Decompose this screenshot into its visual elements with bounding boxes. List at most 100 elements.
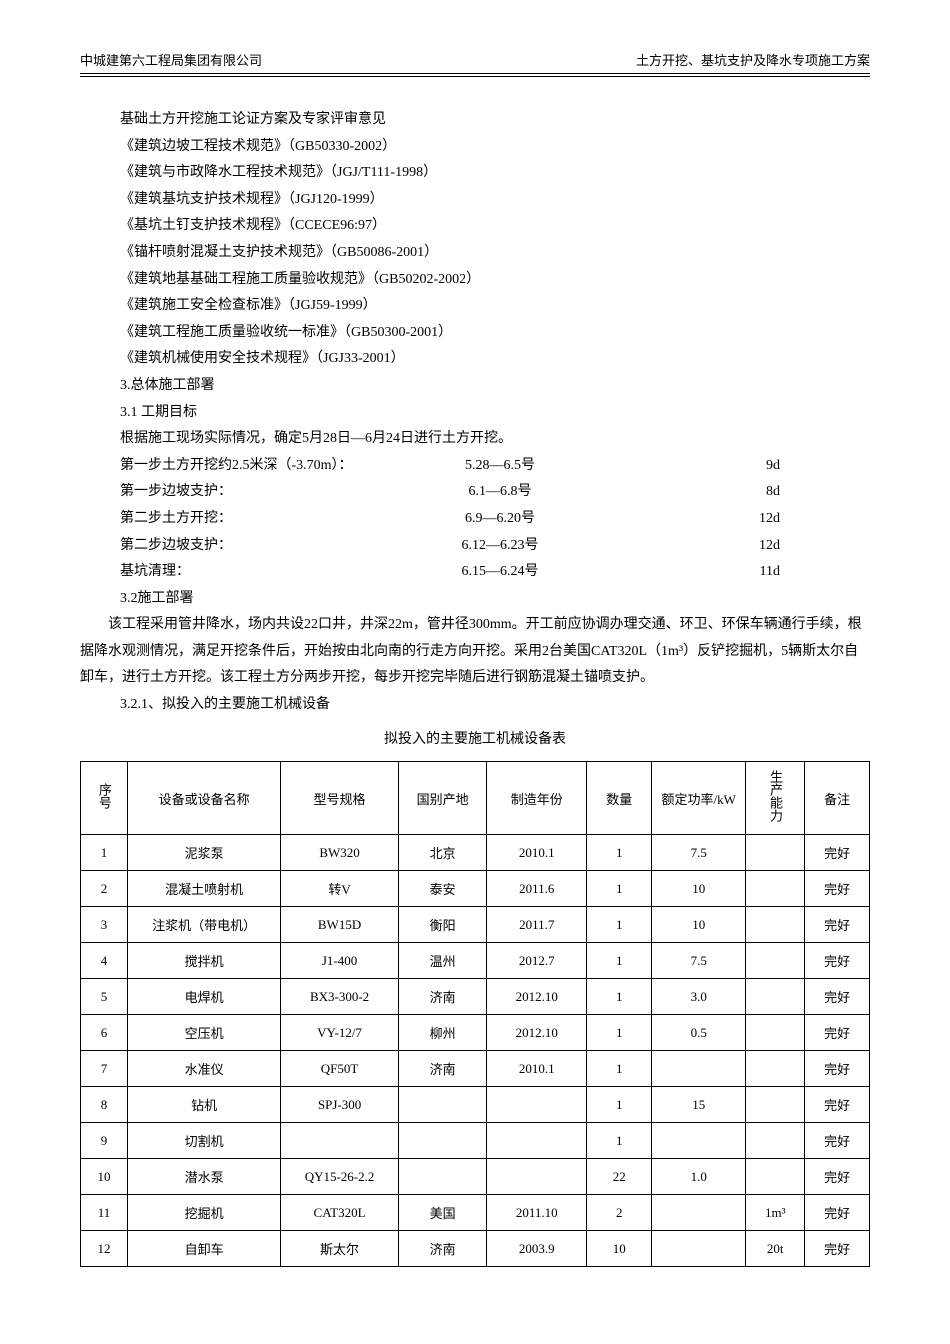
- td-power: [652, 1195, 746, 1231]
- td-qty: 1: [587, 979, 652, 1015]
- th-cap: 生产能力: [746, 762, 805, 835]
- td-power: 0.5: [652, 1015, 746, 1051]
- section-3: 3.总体施工部署: [80, 373, 870, 400]
- td-year: 2012.10: [487, 1015, 587, 1051]
- reference-item: 《基坑土钉支护技术规程》（CCECE96:97）: [80, 213, 870, 240]
- td-seq: 10: [81, 1159, 128, 1195]
- td-origin: 衡阳: [398, 907, 486, 943]
- td-seq: 9: [81, 1123, 128, 1159]
- table-title: 拟投入的主要施工机械设备表: [80, 727, 870, 754]
- td-seq: 11: [81, 1195, 128, 1231]
- td-name: 钻机: [128, 1087, 281, 1123]
- td-remark: 完好: [805, 1195, 870, 1231]
- schedule-label: 第一步土方开挖约2.5米深（-3.70m）：: [80, 453, 370, 480]
- table-row: 12自卸车斯太尔济南2003.91020t完好: [81, 1231, 870, 1267]
- td-remark: 完好: [805, 1231, 870, 1267]
- section-3-2-1: 3.2.1、拟投入的主要施工机械设备: [80, 692, 870, 719]
- table-row: 7水准仪QF50T济南2010.11完好: [81, 1051, 870, 1087]
- td-qty: 1: [587, 1051, 652, 1087]
- td-power: 1.0: [652, 1159, 746, 1195]
- td-remark: 完好: [805, 1051, 870, 1087]
- td-model: VY-12/7: [281, 1015, 399, 1051]
- td-seq: 3: [81, 907, 128, 943]
- th-origin: 国别产地: [398, 762, 486, 835]
- schedule-row: 第二步土方开挖： 6.9—6.20号 12d: [80, 506, 870, 533]
- td-model: 斯太尔: [281, 1231, 399, 1267]
- reference-item: 基础土方开挖施工论证方案及专家评审意见: [80, 107, 870, 134]
- td-seq: 7: [81, 1051, 128, 1087]
- para-3-2: 该工程采用管井降水，场内共设22口井，井深22m，管井径300mm。开工前应协调…: [80, 612, 870, 692]
- td-cap: [746, 835, 805, 871]
- td-name: 搅拌机: [128, 943, 281, 979]
- td-name: 空压机: [128, 1015, 281, 1051]
- schedule-row: 基坑清理： 6.15—6.24号 11d: [80, 559, 870, 586]
- td-name: 混凝土喷射机: [128, 871, 281, 907]
- td-seq: 2: [81, 871, 128, 907]
- td-remark: 完好: [805, 871, 870, 907]
- td-power: [652, 1051, 746, 1087]
- td-model: BX3-300-2: [281, 979, 399, 1015]
- td-qty: 1: [587, 1123, 652, 1159]
- td-seq: 4: [81, 943, 128, 979]
- td-year: 2012.10: [487, 979, 587, 1015]
- th-remark: 备注: [805, 762, 870, 835]
- td-origin: 柳州: [398, 1015, 486, 1051]
- td-model: [281, 1123, 399, 1159]
- td-year: 2011.10: [487, 1195, 587, 1231]
- td-year: [487, 1087, 587, 1123]
- td-remark: 完好: [805, 1087, 870, 1123]
- schedule-days: 12d: [630, 533, 810, 560]
- reference-item: 《建筑与市政降水工程技术规范》（JGJ/T111-1998）: [80, 160, 870, 187]
- reference-item: 《建筑施工安全检查标准》（JGJ59-1999）: [80, 293, 870, 320]
- reference-item: 《建筑地基基础工程施工质量验收规范》（GB50202-2002）: [80, 267, 870, 294]
- td-power: 10: [652, 871, 746, 907]
- td-qty: 1: [587, 907, 652, 943]
- td-seq: 1: [81, 835, 128, 871]
- schedule-row: 第一步边坡支护： 6.1—6.8号 8d: [80, 479, 870, 506]
- reference-item: 《建筑机械使用安全技术规程》（JGJ33-2001）: [80, 346, 870, 373]
- equipment-table: 序号 设备或设备名称 型号规格 国别产地 制造年份 数量 额定功率/kW 生产能…: [80, 761, 870, 1267]
- td-power: 7.5: [652, 835, 746, 871]
- table-body: 1泥浆泵BW320北京2010.117.5完好2混凝土喷射机转V泰安2011.6…: [81, 835, 870, 1267]
- td-name: 水准仪: [128, 1051, 281, 1087]
- td-seq: 8: [81, 1087, 128, 1123]
- td-origin: 美国: [398, 1195, 486, 1231]
- td-seq: 12: [81, 1231, 128, 1267]
- td-power: 10: [652, 907, 746, 943]
- td-model: J1-400: [281, 943, 399, 979]
- table-header-row: 序号 设备或设备名称 型号规格 国别产地 制造年份 数量 额定功率/kW 生产能…: [81, 762, 870, 835]
- th-qty: 数量: [587, 762, 652, 835]
- schedule-label: 第二步边坡支护：: [80, 533, 370, 560]
- td-cap: [746, 907, 805, 943]
- td-model: QY15-26-2.2: [281, 1159, 399, 1195]
- table-row: 6空压机VY-12/7柳州2012.1010.5完好: [81, 1015, 870, 1051]
- td-model: BW15D: [281, 907, 399, 943]
- td-cap: [746, 979, 805, 1015]
- schedule-label: 基坑清理：: [80, 559, 370, 586]
- td-year: [487, 1123, 587, 1159]
- td-cap: 1m³: [746, 1195, 805, 1231]
- td-power: 3.0: [652, 979, 746, 1015]
- td-cap: [746, 1051, 805, 1087]
- td-year: 2011.7: [487, 907, 587, 943]
- section-3-1-desc: 根据施工现场实际情况，确定5月28日—6月24日进行土方开挖。: [80, 426, 870, 453]
- td-origin: 济南: [398, 979, 486, 1015]
- td-origin: [398, 1123, 486, 1159]
- td-cap: [746, 871, 805, 907]
- reference-item: 《锚杆喷射混凝土支护技术规范》（GB50086-2001）: [80, 240, 870, 267]
- td-remark: 完好: [805, 835, 870, 871]
- table-row: 9切割机1完好: [81, 1123, 870, 1159]
- td-remark: 完好: [805, 1015, 870, 1051]
- section-3-1: 3.1 工期目标: [80, 400, 870, 427]
- td-cap: 20t: [746, 1231, 805, 1267]
- td-origin: 济南: [398, 1051, 486, 1087]
- table-row: 8钻机SPJ-300115完好: [81, 1087, 870, 1123]
- schedule-days: 9d: [630, 453, 810, 480]
- schedule-date: 6.9—6.20号: [370, 506, 630, 533]
- td-name: 电焊机: [128, 979, 281, 1015]
- schedule-row: 第二步边坡支护： 6.12—6.23号 12d: [80, 533, 870, 560]
- schedule-days: 11d: [630, 559, 810, 586]
- td-remark: 完好: [805, 943, 870, 979]
- td-qty: 1: [587, 943, 652, 979]
- th-power: 额定功率/kW: [652, 762, 746, 835]
